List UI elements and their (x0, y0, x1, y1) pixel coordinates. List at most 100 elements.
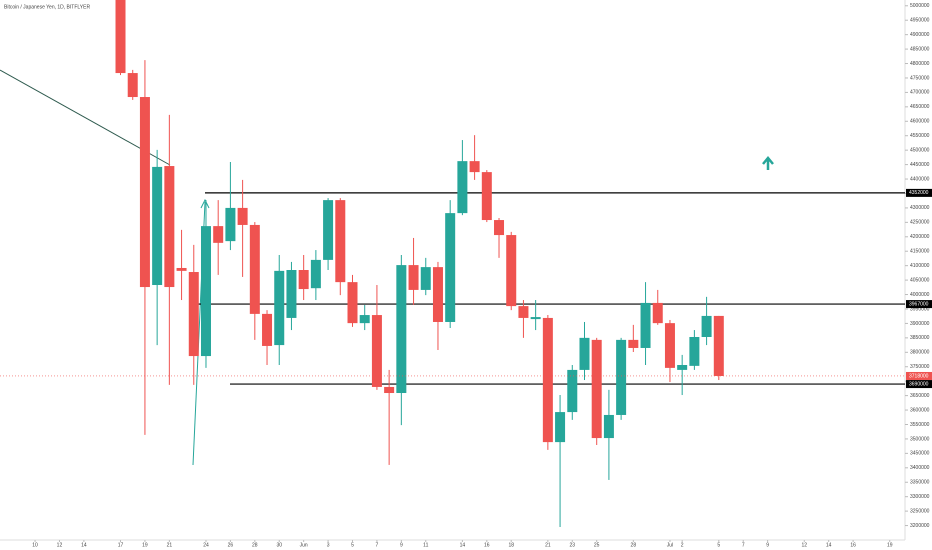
level-tag (906, 380, 932, 389)
x-tick-label: 17 (118, 542, 124, 548)
level-tag (906, 188, 932, 197)
candle-body (359, 315, 370, 324)
y-tick-label: 3850000 (910, 335, 930, 341)
candle-body (164, 166, 175, 288)
candle-body (371, 315, 382, 387)
candle-body (469, 161, 480, 173)
candle-body (652, 302, 663, 324)
candle-body (713, 315, 724, 376)
last-price-tag (906, 371, 932, 380)
x-tick-label: 2 (681, 542, 684, 548)
y-tick-label: 4400000 (910, 176, 930, 182)
y-tick-label: 4600000 (910, 119, 930, 125)
x-tick-label: 11 (423, 542, 428, 548)
x-tick-label: 28 (631, 542, 637, 548)
candle-body (152, 166, 163, 286)
x-tick-label: 16 (850, 542, 856, 548)
x-tick-label: Jun (300, 542, 308, 548)
candle-body (494, 220, 505, 236)
candle-body (384, 386, 395, 394)
x-tick-label: 7 (742, 542, 745, 548)
x-tick-label: 25 (594, 542, 600, 548)
y-tick-label: 3550000 (910, 422, 930, 428)
y-tick-label: 3250000 (910, 508, 930, 514)
x-tick-label: 14 (826, 542, 832, 548)
candle-body (237, 207, 248, 225)
y-tick-label: 5000000 (910, 3, 930, 9)
level-label: 3967000 (909, 301, 929, 307)
y-tick-label: 4150000 (910, 249, 930, 255)
y-tick-label: 3650000 (910, 393, 930, 399)
x-tick-label: 14 (81, 542, 87, 548)
y-tick-label: 4450000 (910, 162, 930, 168)
y-tick-label: 3350000 (910, 480, 930, 486)
x-tick-label: 12 (57, 542, 63, 548)
candle-body (225, 207, 236, 242)
y-tick-label: 4700000 (910, 90, 930, 96)
x-tick-label: 9 (766, 542, 769, 548)
level-label: 3690000 (909, 381, 929, 387)
candle-body (677, 365, 688, 370)
y-tick-label: 4300000 (910, 205, 930, 211)
x-tick-label: 10 (32, 542, 38, 548)
y-tick-label: 4100000 (910, 263, 930, 269)
x-tick-label: 5 (351, 542, 354, 548)
candle-body (127, 73, 138, 98)
candle-body (555, 412, 566, 443)
y-tick-label: 3500000 (910, 436, 930, 442)
chart-title: Bitcoin / Japanese Yen, 1D, BITFLYER (4, 4, 90, 10)
x-tick-label: 26 (228, 542, 234, 548)
candle-body (640, 302, 651, 348)
y-tick-label: 4250000 (910, 220, 930, 226)
x-tick-label: 16 (484, 542, 490, 548)
y-tick-label: 4800000 (910, 61, 930, 67)
y-tick-label: 4500000 (910, 147, 930, 153)
x-tick-label: 3 (327, 542, 330, 548)
candle-body (506, 235, 517, 307)
x-tick-label: 23 (569, 542, 575, 548)
y-tick-label: 3450000 (910, 451, 930, 457)
y-tick-label: 4650000 (910, 104, 930, 110)
y-tick-label: 3800000 (910, 350, 930, 356)
candle-body (298, 270, 309, 290)
arrow-head (200, 198, 210, 209)
y-tick-label: 4950000 (910, 18, 930, 24)
x-tick-label: 5 (717, 542, 720, 548)
x-tick-label: 12 (801, 542, 807, 548)
x-tick-label: 19 (142, 542, 148, 548)
x-tick-label: 7 (376, 542, 379, 548)
candle-body (408, 265, 419, 290)
candle-body (286, 270, 297, 318)
candle-body (664, 323, 675, 368)
candle-body (481, 172, 492, 221)
x-tick-label: 18 (508, 542, 514, 548)
x-tick-label: Jul (667, 542, 673, 548)
candle-body (310, 259, 321, 289)
y-tick-label: 3900000 (910, 321, 930, 327)
candle-body (579, 337, 590, 370)
x-tick-label: 30 (276, 542, 282, 548)
y-tick-label: 3200000 (910, 523, 930, 529)
candle-body (274, 270, 285, 346)
candle-body (115, 0, 126, 74)
y-tick-label: 4550000 (910, 133, 930, 139)
candle-body (335, 200, 346, 283)
candle-body (188, 272, 199, 357)
y-tick-label: 3300000 (910, 494, 930, 500)
y-tick-label: 3750000 (910, 364, 930, 370)
candle-body (323, 200, 334, 260)
y-tick-label: 4900000 (910, 32, 930, 38)
candle-body (396, 265, 407, 394)
candle-body (701, 315, 712, 337)
candle-body (689, 336, 700, 366)
y-tick-label: 4750000 (910, 75, 930, 81)
x-tick-label: 21 (167, 542, 173, 548)
y-tick-label: 3600000 (910, 407, 930, 413)
level-tag (906, 300, 932, 309)
y-tick-label: 4850000 (910, 46, 930, 52)
candle-body (628, 339, 639, 348)
x-tick-label: 14 (460, 542, 466, 548)
candle-body (139, 97, 150, 288)
